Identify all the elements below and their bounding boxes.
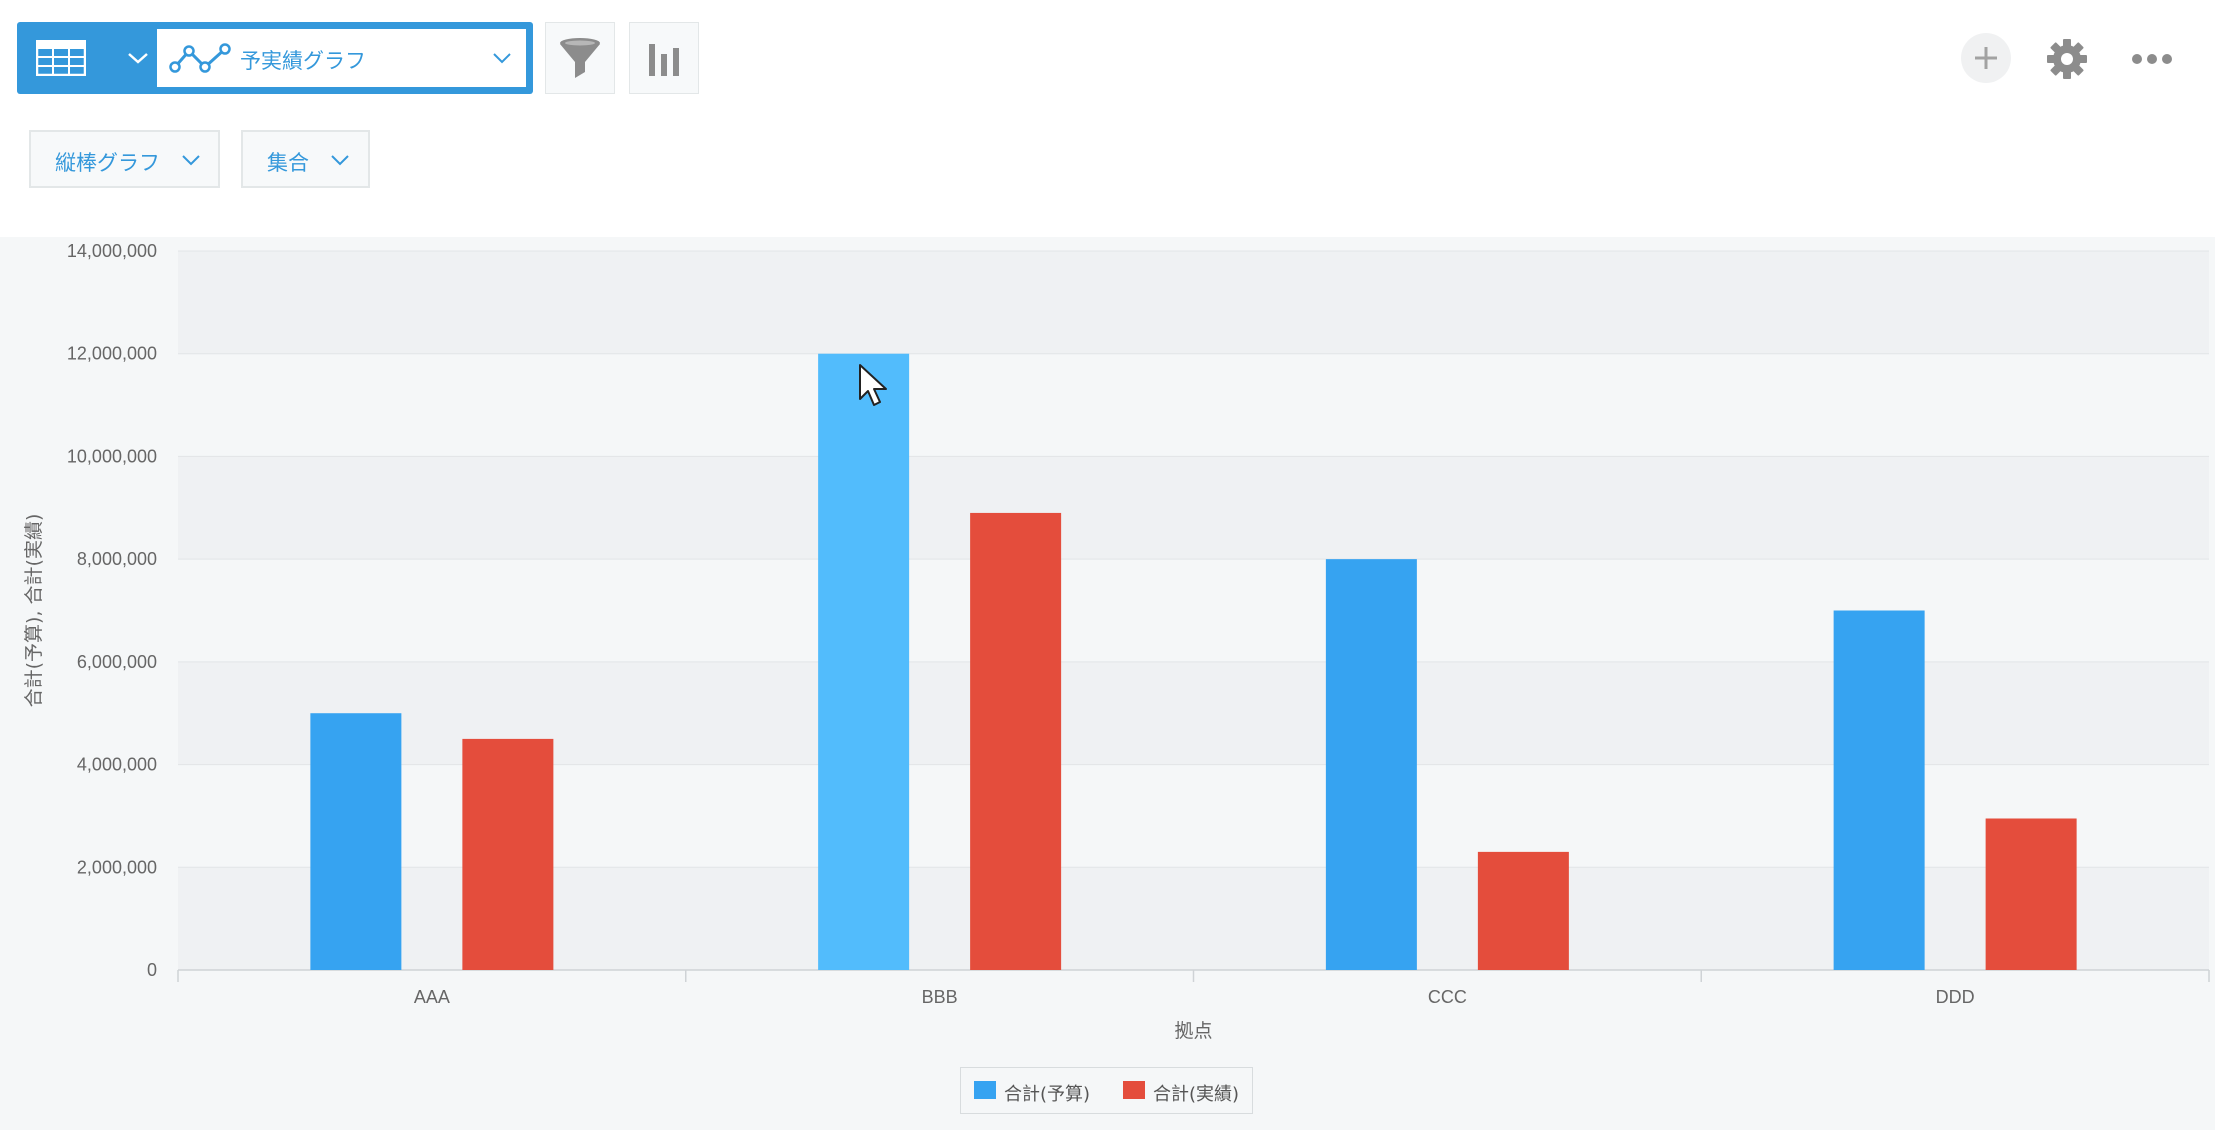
- y-tick-label: 12,000,000: [67, 344, 157, 364]
- legend-item-actual[interactable]: 合計(実績): [1123, 1080, 1243, 1105]
- bar-chart-icon: [649, 44, 679, 76]
- gear-icon: [2047, 39, 2087, 79]
- chevron-down-icon: [182, 155, 200, 166]
- legend-item-budget[interactable]: 合計(予算): [974, 1080, 1094, 1105]
- chart-area: 0 2,000,000 4,000,000 6,000,000 8,000,000 10,…: [0, 237, 2215, 1130]
- bar-budget-aaa[interactable]: [310, 713, 402, 970]
- filter-button[interactable]: [545, 22, 615, 94]
- chart-settings-button[interactable]: [629, 22, 699, 94]
- chevron-down-icon: [493, 53, 511, 64]
- chevron-down-icon: [128, 53, 148, 64]
- aggregation-value: 集合: [267, 151, 309, 175]
- more-icon: [2132, 54, 2172, 64]
- y-tick-label: 14,000,000: [67, 241, 157, 261]
- legend-label-actual: 合計(実績): [1153, 1084, 1240, 1105]
- bar-budget-ddd[interactable]: [1833, 610, 1925, 971]
- plot-band: [178, 251, 2209, 354]
- settings-button[interactable]: [2045, 37, 2089, 81]
- bar-budget-ccc[interactable]: [1325, 559, 1417, 970]
- plot-band: [178, 456, 2209, 560]
- filter-icon: [560, 38, 600, 78]
- view-switcher: 予実績グラフ: [17, 22, 533, 94]
- table-view-button[interactable]: [17, 22, 107, 94]
- bar-actual-ddd[interactable]: [1985, 818, 2077, 970]
- chart-type-value: 縦棒グラフ: [55, 151, 160, 175]
- bar-budget-bbb[interactable]: [818, 353, 910, 970]
- x-tick-label: BBB: [922, 987, 958, 1007]
- y-tick-label: 8,000,000: [77, 549, 157, 569]
- bar-chart: 0 2,000,000 4,000,000 6,000,000 8,000,000 10,…: [23, 241, 2210, 1042]
- legend-swatch-budget: [974, 1081, 996, 1099]
- plot-band: [178, 353, 2209, 457]
- more-options-button[interactable]: [2130, 45, 2174, 73]
- chevron-down-icon: [331, 155, 349, 166]
- x-tick-label: AAA: [414, 987, 450, 1007]
- legend-label-budget: 合計(予算): [1004, 1084, 1091, 1105]
- bar-actual-aaa[interactable]: [462, 738, 554, 970]
- plus-icon: [1975, 47, 1997, 69]
- line-chart-icon: [169, 43, 231, 73]
- x-tick-label: CCC: [1428, 987, 1467, 1007]
- graph-view-select[interactable]: 予実績グラフ: [157, 29, 526, 87]
- y-tick-label: 0: [147, 960, 157, 980]
- graph-view-name: 予実績グラフ: [240, 49, 366, 73]
- y-tick-label: 2,000,000: [77, 857, 157, 877]
- x-tick-label: DDD: [1936, 987, 1975, 1007]
- table-icon: [36, 40, 86, 76]
- y-tick-label: 4,000,000: [77, 755, 157, 775]
- aggregation-select[interactable]: 集合: [241, 130, 370, 188]
- y-tick-label: 6,000,000: [77, 652, 157, 672]
- x-axis-title: 拠点: [1174, 1020, 1212, 1042]
- chart-type-select[interactable]: 縦棒グラフ: [29, 130, 220, 188]
- bar-actual-bbb[interactable]: [970, 512, 1062, 970]
- bar-actual-ccc[interactable]: [1477, 851, 1569, 970]
- add-button[interactable]: [1961, 33, 2011, 83]
- view-type-dropdown-button[interactable]: [113, 22, 163, 94]
- legend-swatch-actual: [1123, 1081, 1145, 1099]
- chart-legend: 合計(予算) 合計(実績): [960, 1067, 1253, 1114]
- y-tick-label: 10,000,000: [67, 446, 157, 466]
- y-axis-title: 合計(予算), 合計(実績): [23, 514, 45, 708]
